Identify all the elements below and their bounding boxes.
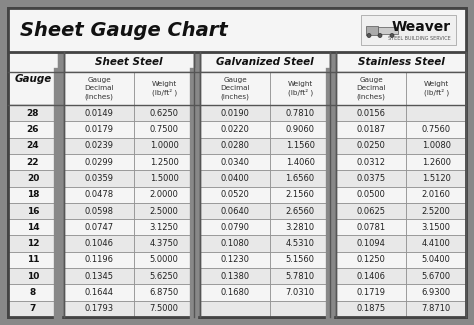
Text: Weight
(lb/ft² ): Weight (lb/ft² )	[423, 81, 449, 97]
FancyBboxPatch shape	[8, 235, 58, 252]
FancyBboxPatch shape	[406, 284, 466, 301]
FancyBboxPatch shape	[64, 105, 134, 121]
FancyBboxPatch shape	[406, 154, 466, 170]
Text: 0.1406: 0.1406	[356, 272, 386, 281]
Text: 1.0000: 1.0000	[150, 141, 179, 150]
Text: 0.1250: 0.1250	[356, 255, 385, 265]
FancyBboxPatch shape	[8, 8, 466, 52]
Text: 0.0747: 0.0747	[84, 223, 114, 232]
FancyBboxPatch shape	[270, 252, 330, 268]
FancyBboxPatch shape	[270, 203, 330, 219]
FancyBboxPatch shape	[406, 170, 466, 187]
FancyBboxPatch shape	[200, 219, 270, 235]
Text: 12: 12	[27, 239, 39, 248]
Text: 0.0478: 0.0478	[84, 190, 114, 199]
Text: 0.1230: 0.1230	[220, 255, 250, 265]
FancyBboxPatch shape	[194, 52, 200, 317]
Text: 7.5000: 7.5000	[150, 304, 179, 313]
Text: 3.1500: 3.1500	[421, 223, 451, 232]
FancyBboxPatch shape	[8, 219, 58, 235]
Text: 4.5310: 4.5310	[286, 239, 315, 248]
Text: 5.6700: 5.6700	[421, 272, 451, 281]
Text: 4.3750: 4.3750	[149, 239, 179, 248]
FancyBboxPatch shape	[64, 170, 134, 187]
Text: 0.7560: 0.7560	[421, 125, 451, 134]
Text: 5.1560: 5.1560	[286, 255, 315, 265]
FancyBboxPatch shape	[8, 137, 58, 154]
FancyBboxPatch shape	[8, 268, 58, 284]
Text: 0.6250: 0.6250	[150, 109, 179, 118]
Text: 0.0190: 0.0190	[221, 109, 249, 118]
FancyBboxPatch shape	[336, 137, 406, 154]
FancyBboxPatch shape	[200, 187, 270, 203]
Text: 0.1046: 0.1046	[84, 239, 114, 248]
Text: Gauge
Decimal
(inches): Gauge Decimal (inches)	[356, 77, 386, 100]
Text: 0.0220: 0.0220	[221, 125, 249, 134]
FancyBboxPatch shape	[64, 284, 134, 301]
Text: 5.0400: 5.0400	[422, 255, 451, 265]
FancyBboxPatch shape	[64, 235, 134, 252]
FancyBboxPatch shape	[406, 72, 466, 105]
FancyBboxPatch shape	[336, 187, 406, 203]
Text: 10: 10	[27, 272, 39, 281]
Text: 8: 8	[30, 288, 36, 297]
FancyBboxPatch shape	[406, 252, 466, 268]
Text: 26: 26	[27, 125, 39, 134]
Text: 6.8750: 6.8750	[149, 288, 179, 297]
FancyBboxPatch shape	[200, 235, 270, 252]
Text: 0.1680: 0.1680	[220, 288, 250, 297]
FancyBboxPatch shape	[134, 268, 194, 284]
Text: Sheet Steel: Sheet Steel	[95, 57, 163, 67]
FancyBboxPatch shape	[336, 252, 406, 268]
Text: 0.0400: 0.0400	[221, 174, 249, 183]
FancyBboxPatch shape	[270, 284, 330, 301]
FancyBboxPatch shape	[200, 137, 270, 154]
FancyBboxPatch shape	[336, 301, 406, 317]
Text: 0.0179: 0.0179	[84, 125, 114, 134]
Text: 0.0520: 0.0520	[221, 190, 249, 199]
FancyBboxPatch shape	[64, 154, 134, 170]
FancyBboxPatch shape	[270, 235, 330, 252]
FancyBboxPatch shape	[336, 268, 406, 284]
FancyBboxPatch shape	[200, 72, 270, 105]
FancyBboxPatch shape	[270, 121, 330, 137]
Text: 7: 7	[30, 304, 36, 313]
Text: 2.0000: 2.0000	[150, 190, 179, 199]
FancyBboxPatch shape	[270, 154, 330, 170]
Text: 0.0500: 0.0500	[356, 190, 385, 199]
Text: 7.0310: 7.0310	[285, 288, 315, 297]
Circle shape	[390, 33, 394, 37]
Text: 0.1793: 0.1793	[84, 304, 114, 313]
Circle shape	[367, 33, 371, 37]
FancyBboxPatch shape	[64, 203, 134, 219]
FancyBboxPatch shape	[134, 203, 194, 219]
FancyBboxPatch shape	[134, 252, 194, 268]
FancyBboxPatch shape	[270, 187, 330, 203]
Text: Weaver: Weaver	[392, 20, 451, 34]
Text: Weight
(lb/ft² ): Weight (lb/ft² )	[287, 81, 313, 97]
Text: 2.5000: 2.5000	[150, 206, 179, 215]
Text: 3.2810: 3.2810	[285, 223, 315, 232]
FancyBboxPatch shape	[134, 235, 194, 252]
FancyBboxPatch shape	[64, 187, 134, 203]
Text: 5.6250: 5.6250	[150, 272, 179, 281]
FancyBboxPatch shape	[406, 121, 466, 137]
Text: 0.1196: 0.1196	[84, 255, 114, 265]
Text: 0.1094: 0.1094	[356, 239, 385, 248]
Text: 0.0156: 0.0156	[356, 109, 386, 118]
Text: 0.1644: 0.1644	[84, 288, 114, 297]
FancyBboxPatch shape	[64, 219, 134, 235]
Text: 1.2600: 1.2600	[421, 158, 451, 167]
Text: 2.6560: 2.6560	[285, 206, 315, 215]
Text: 1.2500: 1.2500	[150, 158, 179, 167]
Text: 0.1380: 0.1380	[220, 272, 250, 281]
FancyBboxPatch shape	[8, 52, 58, 105]
FancyBboxPatch shape	[270, 301, 330, 317]
Text: 1.6560: 1.6560	[285, 174, 315, 183]
FancyBboxPatch shape	[336, 203, 406, 219]
Text: 1.4060: 1.4060	[286, 158, 315, 167]
Text: Gauge
Decimal
(inches): Gauge Decimal (inches)	[220, 77, 250, 100]
Text: Weight
(lb/ft² ): Weight (lb/ft² )	[152, 81, 177, 97]
FancyBboxPatch shape	[134, 105, 194, 121]
